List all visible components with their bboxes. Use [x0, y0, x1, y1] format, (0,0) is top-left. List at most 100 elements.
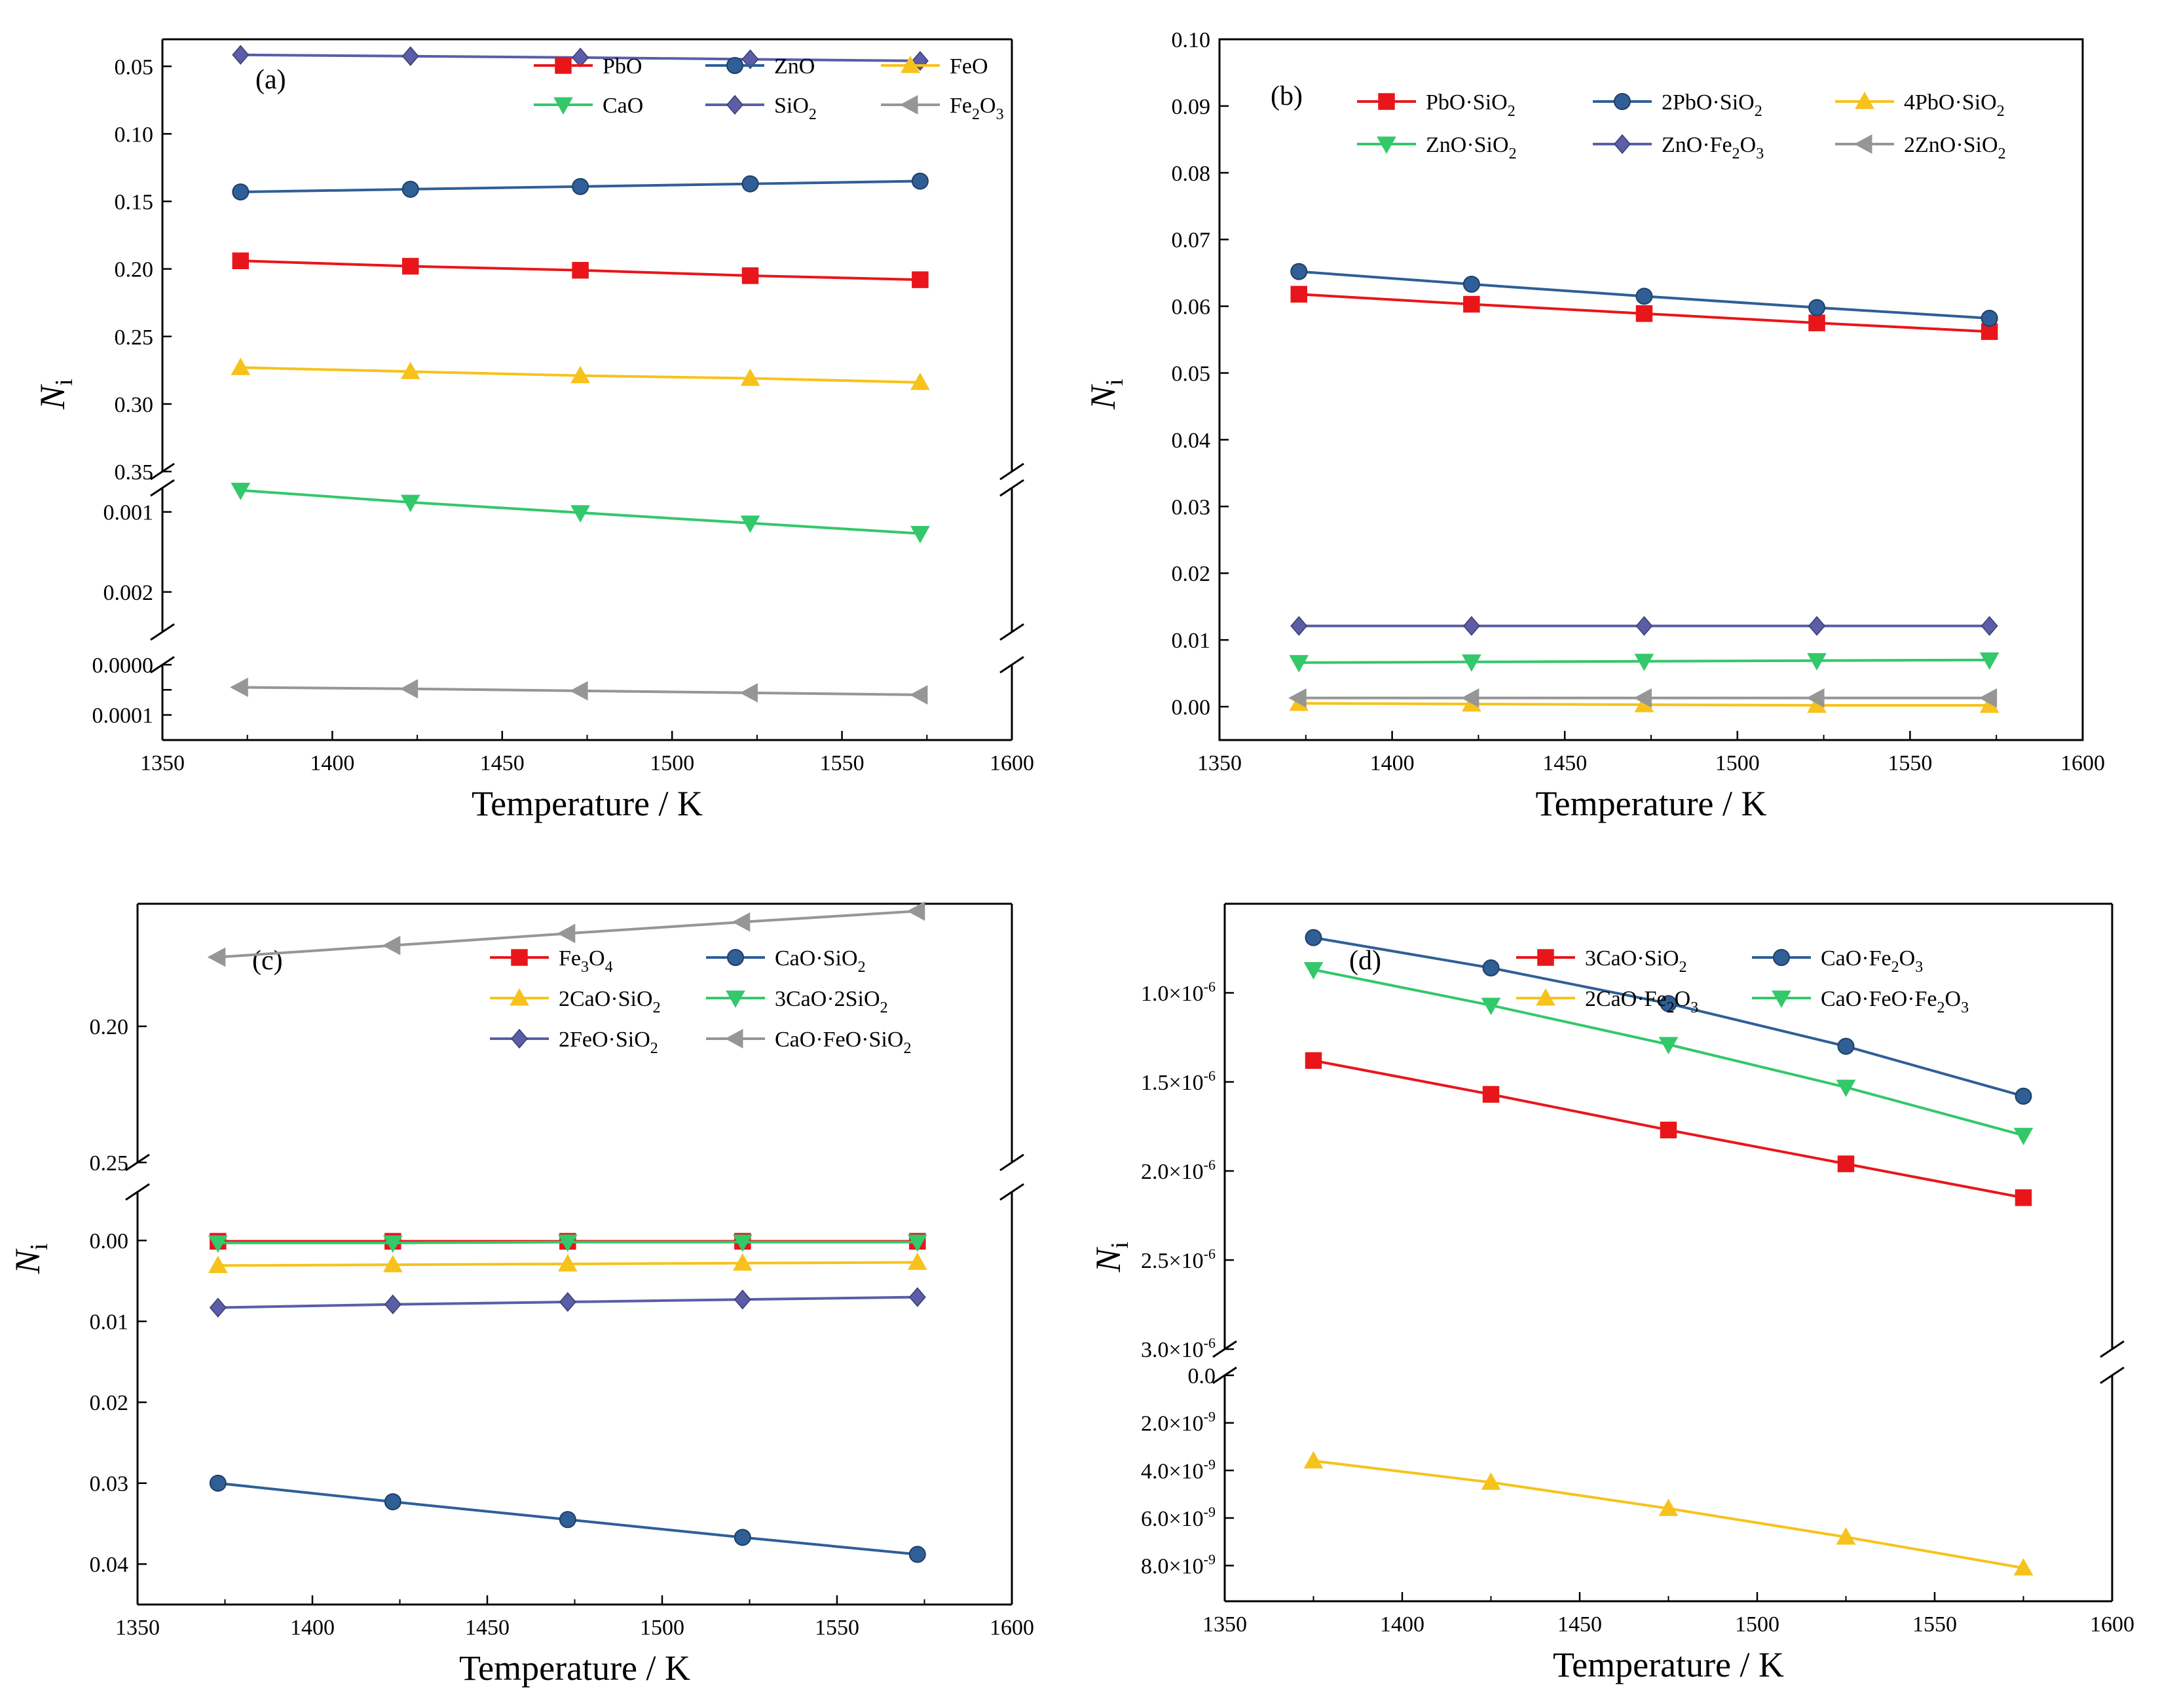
- data-point-3CaO·SiO2: [2015, 1189, 2032, 1206]
- axis-break-mark: [150, 479, 175, 497]
- data-point-2PbO·SiO2: [1290, 263, 1308, 280]
- x-tick-label: 1600: [990, 751, 1034, 775]
- legend-marker-CaO·Fe2O3: [1773, 949, 1790, 966]
- data-point-3CaO·2SiO2: [382, 1235, 403, 1253]
- data-point-FeO: [400, 362, 420, 379]
- data-point-ZnO·SiO2: [1462, 654, 1481, 672]
- y-tick-label: 0.30: [115, 393, 154, 417]
- data-point-FeO: [231, 358, 251, 375]
- legend-marker-Fe3O4: [511, 949, 528, 966]
- legend-marker-PbO: [555, 57, 572, 74]
- data-point-3CaO·2SiO2: [557, 1235, 578, 1252]
- legend-label-FeO: FeO: [950, 54, 988, 79]
- legend-marker-2ZnO·SiO2: [1853, 134, 1872, 154]
- data-point-CaO: [910, 526, 930, 544]
- data-point-CaO·SiO2: [908, 1546, 926, 1563]
- x-tick-label: 1450: [465, 1616, 510, 1640]
- y-tick-label: 0.05: [1172, 362, 1211, 386]
- data-point-ZnO: [232, 183, 250, 201]
- y-tick-label: 8.0×10-9: [1141, 1551, 1216, 1579]
- data-point-ZnO·Fe2O3: [1981, 616, 1998, 636]
- data-point-3CaO·2SiO2: [907, 1235, 927, 1252]
- data-point-Fe2O3: [909, 685, 928, 705]
- legend-label-CaO: CaO: [603, 94, 643, 118]
- data-point-CaO: [570, 505, 590, 523]
- legend-marker-CaO: [553, 97, 573, 115]
- legend-label-2FeO·SiO2: 2FeO·SiO2: [559, 1028, 658, 1057]
- y-tick-label: 6.0×10-9: [1141, 1504, 1216, 1531]
- x-tick-label: 1400: [1370, 751, 1415, 775]
- legend: PbO ZnO FeO CaO SiO2 Fe2O3: [534, 54, 1004, 123]
- x-tick-label: 1450: [480, 751, 525, 775]
- data-point-ZnO·Fe2O3: [1290, 616, 1308, 636]
- legend-marker-4PbO·SiO2: [1855, 91, 1874, 109]
- legend-label-4PbO·SiO2: 4PbO·SiO2: [1904, 90, 2005, 120]
- y-tick-label: 0.08: [1172, 162, 1211, 186]
- data-point-ZnO·Fe2O3: [1462, 616, 1480, 636]
- data-point-CaO·FeO·SiO2: [382, 935, 401, 956]
- data-point-CaO·FeO·Fe2O3: [1481, 997, 1501, 1016]
- data-point-PbO: [572, 261, 589, 279]
- data-point-CaO·SiO2: [559, 1511, 576, 1529]
- data-point-2FeO·SiO2: [559, 1291, 576, 1312]
- data-point-2ZnO·SiO2: [1806, 688, 1825, 708]
- panel-label: (c): [252, 946, 283, 976]
- data-point-CaO·Fe2O3: [1837, 1037, 1855, 1055]
- data-point-CaO·SiO2: [209, 1474, 227, 1492]
- y-axis-label: Ni: [1088, 1242, 1134, 1273]
- legend: Fe3O4 CaO·SiO2 2CaO·SiO2 3CaO·2SiO2 2FeO·SiO…: [490, 946, 911, 1057]
- data-point-ZnO·SiO2: [1289, 655, 1309, 673]
- y-tick-label: 0.00: [90, 1229, 129, 1253]
- legend-label-PbO·SiO2: PbO·SiO2: [1426, 90, 1516, 120]
- data-point-2ZnO·SiO2: [1288, 688, 1307, 708]
- legend-marker-2CaO·SiO2: [510, 988, 529, 1006]
- data-point-CaO·SiO2: [384, 1493, 401, 1511]
- y-tick-label: 0.15: [115, 191, 154, 215]
- x-tick-label: 1550: [820, 751, 865, 775]
- data-point-CaO·FeO·Fe2O3: [1303, 962, 1324, 980]
- legend-marker-2PbO·SiO2: [1614, 93, 1631, 110]
- data-point-PbO: [741, 267, 759, 284]
- data-point-2CaO·SiO2: [208, 1255, 228, 1273]
- data-point-PbO·SiO2: [1290, 286, 1308, 303]
- x-tick-label: 1450: [1542, 751, 1587, 775]
- y-tick-label: 2.0×10-9: [1141, 1409, 1216, 1436]
- axis-break-mark: [2100, 1366, 2125, 1384]
- data-point-ZnO: [741, 175, 759, 193]
- data-point-2PbO·SiO2: [1981, 309, 1998, 327]
- data-point-PbO: [912, 271, 929, 288]
- x-tick-label: 1350: [140, 751, 185, 775]
- x-tick-label: 1400: [1380, 1612, 1424, 1637]
- y-axis-label: Ni: [33, 379, 78, 410]
- data-point-CaO·FeO·SiO2: [906, 901, 925, 921]
- data-point-PbO·SiO2: [1808, 314, 1825, 331]
- data-point-2CaO·SiO2: [382, 1255, 403, 1272]
- data-point-2CaO·Fe2O3: [1836, 1527, 1856, 1545]
- legend-label-SiO2: SiO2: [774, 94, 817, 123]
- legend-marker-ZnO·Fe2O3: [1614, 134, 1631, 155]
- legend-marker-CaO·FeO·SiO2: [724, 1029, 743, 1049]
- y-tick-label: 0.01: [1172, 629, 1211, 653]
- y-tick-label: 1.0×10-6: [1141, 978, 1216, 1006]
- legend: PbO·SiO2 2PbO·SiO2 4PbO·SiO2 ZnO·SiO2 ZnO·Fe…: [1357, 90, 2006, 162]
- data-point-Fe2O3: [739, 683, 758, 703]
- legend-label-CaO·SiO2: CaO·SiO2: [775, 946, 866, 976]
- data-point-3CaO·SiO2: [1837, 1155, 1855, 1172]
- y-tick-label: 3.0×10-6: [1141, 1335, 1216, 1362]
- legend-marker-2CaO·Fe2O3: [1536, 988, 1555, 1006]
- y-tick-label: 0.03: [1172, 495, 1211, 519]
- data-point-ZnO: [572, 177, 589, 195]
- y-tick-label: 0.0000: [92, 654, 154, 678]
- legend-marker-CaO·SiO2: [727, 949, 744, 966]
- y-tick-label: 0.25: [90, 1151, 129, 1176]
- y-tick-label: 0.09: [1172, 95, 1211, 119]
- legend-label-PbO: PbO: [603, 54, 642, 79]
- data-point-FeO: [910, 372, 930, 390]
- x-tick-label: 1600: [990, 1616, 1034, 1640]
- data-point-2ZnO·SiO2: [1979, 688, 1998, 708]
- data-point-ZnO·SiO2: [1634, 654, 1654, 671]
- data-point-2CaO·Fe2O3: [1303, 1451, 1324, 1469]
- x-tick-label: 1350: [1202, 1612, 1247, 1637]
- data-point-CaO·Fe2O3: [1482, 959, 1500, 976]
- data-point-PbO·SiO2: [1463, 295, 1480, 313]
